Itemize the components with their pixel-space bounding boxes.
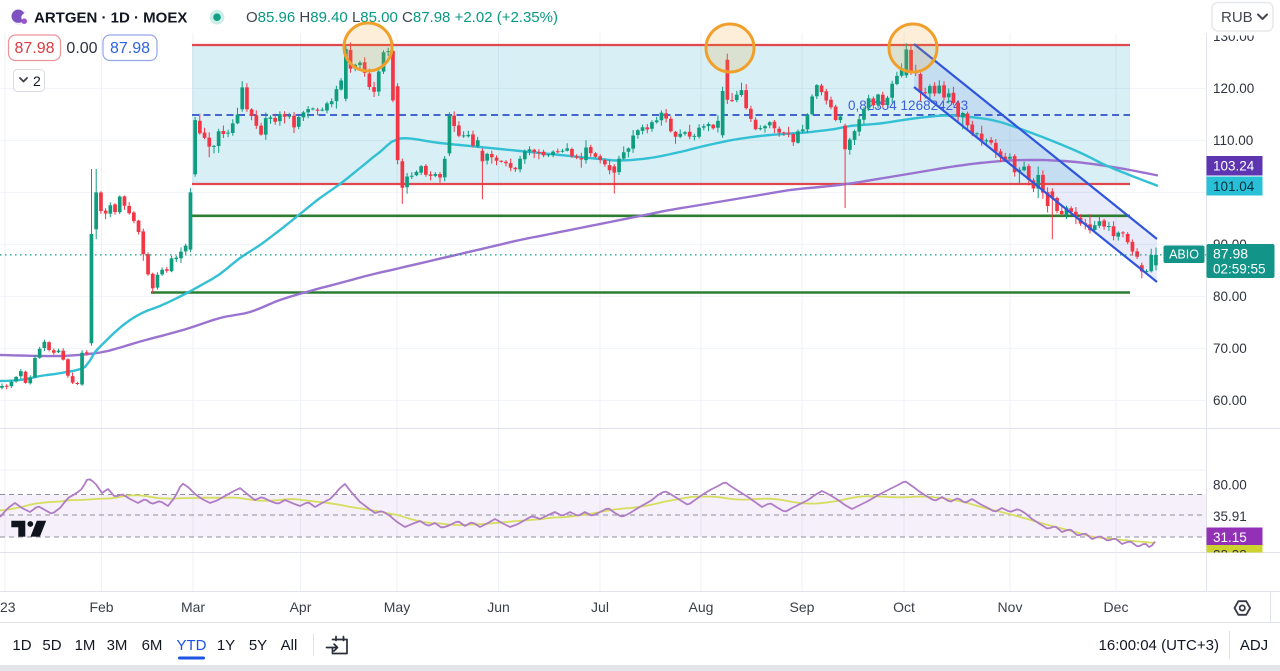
svg-text:31.15: 31.15	[1213, 530, 1247, 545]
svg-text:87.98: 87.98	[110, 40, 150, 57]
svg-text:6M: 6M	[142, 637, 163, 654]
svg-text:35.91: 35.91	[1213, 509, 1247, 524]
svg-text:87.98: 87.98	[1213, 246, 1248, 262]
svg-text:120.00: 120.00	[1213, 81, 1254, 96]
svg-text:5Y: 5Y	[249, 637, 267, 654]
svg-text:Jul: Jul	[591, 599, 609, 615]
svg-text:87.98: 87.98	[14, 40, 54, 57]
svg-text:1D: 1D	[12, 637, 31, 654]
svg-text:1M: 1M	[75, 637, 96, 654]
svg-text:Sep: Sep	[790, 599, 815, 615]
svg-text:80.00: 80.00	[1213, 289, 1247, 304]
svg-text:60.00: 60.00	[1213, 393, 1247, 408]
svg-text:16:00:04 (UTC+3): 16:00:04 (UTC+3)	[1099, 637, 1219, 654]
svg-text:All: All	[281, 637, 298, 654]
svg-text:Dec: Dec	[1104, 599, 1129, 615]
svg-text:ABIO: ABIO	[1169, 248, 1199, 262]
svg-text:YTD: YTD	[177, 637, 207, 654]
svg-text:70.00: 70.00	[1213, 341, 1247, 356]
svg-text:80.00: 80.00	[1213, 478, 1247, 493]
svg-text:28.38: 28.38	[1213, 548, 1247, 563]
svg-text:130.00: 130.00	[1213, 29, 1254, 44]
svg-text:O85.96 H89.40 L85.00 C87.98 +2: O85.96 H89.40 L85.00 C87.98 +2.02 (+2.35…	[246, 9, 558, 26]
svg-text:103.24: 103.24	[1213, 159, 1255, 174]
svg-text:Jun: Jun	[487, 599, 510, 615]
svg-text:ARTGEN · 1D · MOEX: ARTGEN · 1D · MOEX	[34, 10, 187, 27]
svg-text:1Y: 1Y	[217, 637, 235, 654]
svg-text:0.00: 0.00	[66, 40, 97, 57]
svg-text:Apr: Apr	[290, 599, 312, 615]
svg-text:ADJ: ADJ	[1240, 637, 1268, 654]
svg-text:110.00: 110.00	[1213, 133, 1253, 148]
svg-text:May: May	[384, 599, 410, 615]
svg-text:RUB: RUB	[1221, 9, 1253, 26]
svg-text:23: 23	[0, 599, 16, 615]
svg-text:Nov: Nov	[998, 599, 1023, 615]
svg-text:5D: 5D	[42, 637, 61, 654]
svg-text:3M: 3M	[107, 637, 128, 654]
svg-text:Oct: Oct	[893, 599, 915, 615]
svg-text:0,82354 126824243: 0,82354 126824243	[848, 98, 968, 113]
svg-text:Mar: Mar	[181, 599, 205, 615]
svg-text:Aug: Aug	[689, 599, 714, 615]
svg-text:Feb: Feb	[89, 599, 113, 615]
svg-text:2: 2	[33, 73, 41, 89]
svg-text:02:59:55: 02:59:55	[1213, 262, 1266, 277]
svg-text:101.04: 101.04	[1213, 179, 1255, 194]
